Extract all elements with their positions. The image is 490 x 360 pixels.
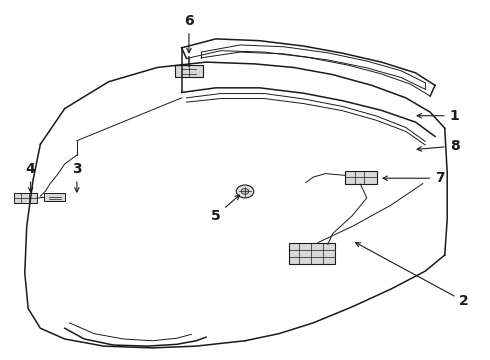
Text: 8: 8 [417,139,460,153]
FancyBboxPatch shape [289,243,335,264]
Text: 4: 4 [26,162,35,192]
Circle shape [236,185,254,198]
Text: 3: 3 [72,162,82,192]
FancyBboxPatch shape [44,193,65,202]
Text: 7: 7 [383,171,445,185]
Text: 5: 5 [211,195,240,223]
Text: 2: 2 [356,243,469,309]
Circle shape [241,189,249,194]
FancyBboxPatch shape [14,193,37,203]
Text: 1: 1 [417,109,460,123]
FancyBboxPatch shape [345,171,376,184]
FancyBboxPatch shape [175,64,202,77]
Text: 6: 6 [184,14,194,53]
